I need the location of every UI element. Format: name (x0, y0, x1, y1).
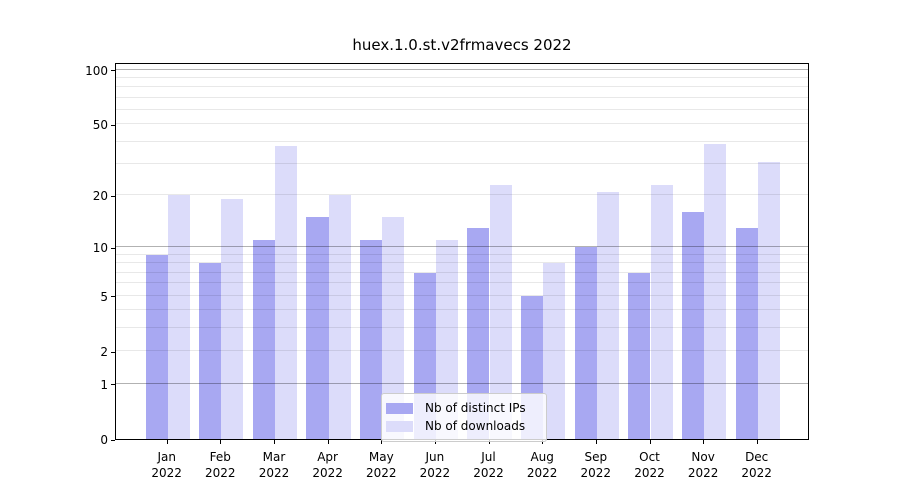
legend-swatch-ips (386, 403, 413, 414)
legend-swatch-downloads (386, 421, 413, 432)
y-tick-mark (111, 195, 115, 197)
x-tick-label: Feb 2022 (205, 450, 236, 480)
x-tick-mark (381, 440, 383, 444)
gridline-major (116, 382, 808, 384)
y-tick-mark (111, 384, 115, 386)
x-tick-label: Aug 2022 (526, 450, 558, 480)
x-tick-mark (756, 440, 758, 444)
y-tick-label: 10 (92, 241, 108, 255)
plot-area: Nb of distinct IPs Nb of downloads (115, 63, 809, 442)
legend-item: Nb of distinct IPs (386, 400, 540, 417)
bar-downloads-jul (489, 184, 512, 439)
y-tick-mark (111, 351, 115, 353)
gridline-minor (116, 262, 808, 264)
gridline-minor (116, 327, 808, 328)
chart-title: huex.1.0.st.v2frmavecs 2022 (352, 36, 572, 54)
bar-ips-jan (145, 254, 168, 439)
y-tick-mark (111, 439, 115, 441)
x-tick-label: Oct 2022 (634, 450, 665, 480)
bar-downloads-mar (275, 145, 298, 439)
gridline-major (116, 68, 808, 70)
bar-ips-apr (306, 217, 329, 439)
gridline-minor (116, 350, 808, 352)
x-tick-label: Sep 2022 (580, 450, 612, 480)
bar-ips-may (360, 240, 383, 439)
gridline-minor (116, 309, 808, 311)
legend: Nb of distinct IPs Nb of downloads (381, 393, 547, 442)
bar-ips-oct (628, 272, 651, 439)
x-tick-mark (166, 440, 168, 444)
x-tick-label: Jul 2022 (473, 450, 504, 480)
x-tick-mark (595, 440, 597, 444)
bar-downloads-dec (757, 161, 780, 439)
x-tick-label: Jun 2022 (419, 450, 451, 480)
gridline-minor (116, 294, 808, 296)
legend-item: Nb of downloads (386, 418, 540, 435)
x-tick-label: Jan 2022 (151, 450, 182, 480)
bar-downloads-jun (435, 240, 459, 439)
x-tick-label: Nov 2022 (687, 450, 719, 480)
bar-ips-jul (467, 227, 490, 439)
gridline-minor (116, 253, 808, 255)
y-tick-mark (111, 247, 115, 249)
x-tick-label: May 2022 (366, 450, 397, 480)
gridline-major (116, 246, 808, 247)
gridline-minor (116, 282, 808, 284)
y-tick-label: 1 (100, 377, 108, 392)
y-tick-mark (111, 296, 115, 298)
x-tick-label: Mar 2022 (258, 450, 290, 480)
bar-downloads-sep (596, 191, 619, 439)
y-tick-label: 2 (100, 345, 108, 360)
x-tick-label: Apr 2022 (312, 450, 343, 480)
gridline-minor (116, 163, 808, 165)
x-tick-mark (649, 440, 651, 444)
x-tick-mark (488, 440, 490, 444)
gridline-minor (116, 194, 808, 196)
bar-downloads-oct (650, 184, 673, 439)
gridline-minor (116, 108, 808, 110)
y-tick-mark (111, 124, 115, 126)
legend-label: Nb of downloads (425, 419, 526, 433)
bar-ips-dec (735, 227, 758, 439)
bar-downloads-jan (167, 195, 190, 439)
bar-downloads-aug (543, 263, 566, 439)
bar-ips-feb (199, 263, 222, 439)
x-tick-mark (434, 440, 437, 444)
gridline-minor (116, 96, 808, 98)
y-tick-label: 50 (92, 118, 108, 133)
x-tick-mark (327, 440, 329, 444)
bar-ips-nov (681, 212, 705, 439)
x-tick-label: Dec 2022 (741, 450, 772, 480)
y-tick-label: 20 (92, 189, 108, 204)
bar-downloads-apr (328, 195, 351, 439)
bar-downloads-may (382, 217, 405, 439)
x-tick-mark (220, 440, 222, 444)
bar-downloads-nov (704, 143, 727, 439)
x-tick-mark (703, 440, 705, 444)
y-tick-mark (111, 70, 115, 72)
gridline-minor (116, 86, 808, 88)
x-tick-mark (542, 440, 544, 444)
gridline-minor (116, 123, 808, 125)
gridline-minor (116, 76, 808, 78)
y-tick-label: 5 (100, 289, 108, 304)
gridline-minor (116, 271, 808, 273)
bar-ips-mar (252, 240, 275, 439)
y-tick-label: 0 (100, 433, 108, 447)
x-tick-mark (274, 440, 276, 444)
bar-ips-sep (574, 247, 597, 439)
gridline-minor (116, 140, 808, 142)
bar-downloads-feb (221, 199, 244, 439)
legend-label: Nb of distinct IPs (425, 401, 526, 415)
y-tick-label: 100 (85, 63, 108, 78)
